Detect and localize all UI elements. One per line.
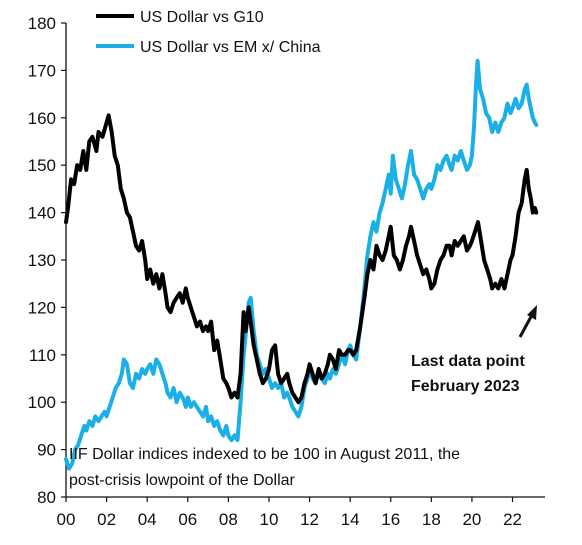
y-tick-label: 160 [28, 109, 56, 128]
x-tick-label: 20 [462, 510, 481, 529]
y-tick-label: 110 [29, 346, 56, 365]
footnote-line-1: IIF Dollar indices indexed to be 100 in … [69, 446, 460, 463]
callout-line-1: Last data point [411, 353, 525, 370]
x-tick-label: 00 [57, 510, 76, 529]
y-tick-label: 80 [37, 488, 56, 507]
y-tick-label: 150 [28, 156, 56, 175]
legend-label-g10: US Dollar vs G10 [140, 9, 264, 26]
series-line-em [64, 58, 539, 471]
x-tick-label: 04 [138, 510, 157, 529]
x-tick-label: 06 [178, 510, 197, 529]
series-line-g10 [64, 113, 539, 405]
x-tick-label: 22 [503, 510, 522, 529]
x-tick-label: 16 [381, 510, 400, 529]
x-tick-label: 12 [300, 510, 319, 529]
x-tick-label: 14 [341, 510, 360, 529]
y-tick-label: 180 [28, 14, 56, 33]
callout-arrow-head [527, 305, 537, 320]
x-tick-label: 18 [422, 510, 441, 529]
legend: US Dollar vs G10 US Dollar vs EM x/ Chin… [96, 9, 321, 56]
y-tick-label: 130 [28, 251, 56, 270]
footnote: IIF Dollar indices indexed to be 100 in … [69, 446, 460, 489]
y-tick-label: 100 [28, 393, 56, 412]
y-tick-label: 90 [37, 441, 56, 460]
x-tick-label: 10 [260, 510, 279, 529]
footnote-line-2: post-crisis lowpoint of the Dollar [69, 472, 296, 489]
y-tick-label: 140 [28, 204, 56, 223]
x-tick-label: 02 [97, 510, 116, 529]
series-layer [64, 58, 539, 471]
y-tick-label: 170 [28, 61, 56, 80]
legend-label-em: US Dollar vs EM x/ China [140, 39, 321, 56]
last-data-callout: Last data point February 2023 [411, 305, 537, 395]
x-tick-label: 08 [219, 510, 238, 529]
axes: 80 90 100 110 120 130 140 150 160 170 180 00 02 04 06 0… [28, 14, 545, 529]
y-tick-label: 120 [28, 298, 56, 317]
callout-line-2: February 2023 [411, 378, 520, 395]
